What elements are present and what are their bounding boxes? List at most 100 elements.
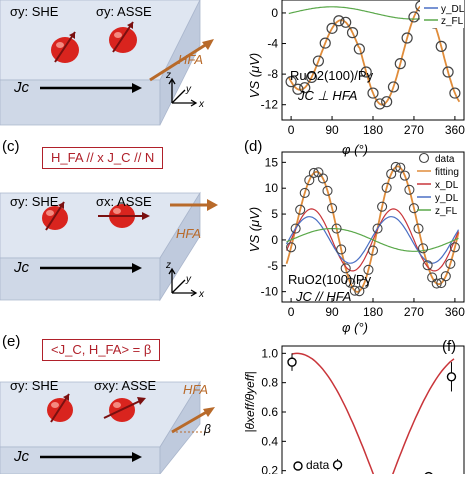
jc-label-e: Jc xyxy=(14,448,29,465)
chart-f-ytick-label: 0.8 xyxy=(261,376,278,390)
svg-text:z: z xyxy=(165,260,171,271)
chart-d-legend-marker xyxy=(418,152,430,164)
spin-ball-right-e xyxy=(103,397,146,422)
chart-d-data-point xyxy=(299,187,310,199)
panel-b-chart: 0 90 180 270 360 0 -4 -8 -12 y_DL z_FL RuO2(100)/P… xyxy=(240,0,474,162)
jc-label-a: Jc xyxy=(14,79,29,96)
chart-b-sample: RuO2(100)/Py xyxy=(290,68,374,83)
chart-d-data-point xyxy=(372,223,383,234)
chart-d-data-point xyxy=(445,258,456,269)
chart-f-ytick-label: 0.4 xyxy=(261,434,278,448)
hfa-label-a: HFA xyxy=(178,52,204,67)
chart-b-legend-label: z_FL xyxy=(441,16,464,27)
sigma-label-she-e: σy: SHE xyxy=(10,378,59,393)
chart-b-data-point xyxy=(387,81,400,93)
spin-ball-right xyxy=(109,21,137,53)
chart-d-ytick-label: 0 xyxy=(271,233,278,247)
chart-d-sample: RuO2(100)/Py xyxy=(288,272,372,287)
beta-label-e: β xyxy=(204,422,211,436)
chart-d-data-point xyxy=(377,201,388,212)
chart-d-data-point xyxy=(317,173,328,184)
chart-d-data-point xyxy=(295,204,306,215)
chart-b-ytick-label: 0 xyxy=(271,6,278,20)
spin-ball-left xyxy=(51,31,79,63)
chart-b-ytick-label: -8 xyxy=(267,67,278,81)
panel-tag-e: (e) xyxy=(2,333,21,350)
chart-d-xtick-label: 180 xyxy=(363,305,383,319)
hfa-arrow-a xyxy=(149,40,211,82)
chart-f-data-point xyxy=(332,460,343,470)
chart-d-legend-label: fitting xyxy=(435,167,459,178)
chart-d-data-point xyxy=(386,168,397,179)
chart-d-data-point xyxy=(304,175,315,186)
chart-f-ytick-label: 1.0 xyxy=(261,346,278,360)
sigma-label-she-c: σy: SHE xyxy=(10,194,59,209)
chart-d-data-point xyxy=(308,167,319,179)
chart-f-frame xyxy=(281,345,465,479)
panel-c-slab-svg: z y x xyxy=(0,191,218,302)
chart-b-data-point xyxy=(381,96,393,108)
chart-d-xtick-label: 360 xyxy=(445,305,465,319)
chart-f-data-point xyxy=(446,372,457,382)
panel-a-schematic: z y x σy: SHE σy: ASSE HFA Jc xyxy=(0,0,240,140)
chart-b-legend-bg xyxy=(420,0,464,28)
chart-b-xtick-label: 270 xyxy=(404,123,424,137)
chart-b-data-point xyxy=(312,55,325,67)
chart-d-data-point xyxy=(418,243,429,254)
chart-b-data-point xyxy=(292,83,304,95)
spin-ball-right-c xyxy=(98,204,150,228)
chart-d-data-point xyxy=(436,278,447,289)
hfa-label-e: HFA xyxy=(183,382,209,397)
svg-text:z: z xyxy=(165,70,171,81)
chart-f-legend-marker xyxy=(293,461,303,471)
chart-f-svg: 1.0 0.8 0.6 0.4 0.2 |θxeff/θyeff| xyxy=(243,345,465,479)
chart-d-ylabel: VS (μV) xyxy=(247,206,263,253)
chart-d-data-point xyxy=(399,170,410,181)
hfa-arrow-e xyxy=(171,408,211,434)
chart-d-geom: JC // HFA xyxy=(296,289,352,304)
svg-text:x: x xyxy=(198,99,205,110)
panel-tag-d: (d) xyxy=(244,138,263,155)
chart-b-data-point xyxy=(353,43,365,55)
chart-d-data-point xyxy=(331,223,342,234)
chart-d-data-point xyxy=(404,184,415,195)
chart-d-data-point xyxy=(367,245,379,256)
chart-b-data-point xyxy=(435,40,447,52)
chart-b-data-point xyxy=(333,15,345,27)
chart-d-svg: 0 90 180 270 360 15 10 5 0 -5 -10 data fitting x_DL y_… xyxy=(261,151,465,319)
sigma-label-asse-a: σy: ASSE xyxy=(96,4,152,19)
chart-b-xlabel: φ (°) xyxy=(342,142,368,157)
chart-d-data-point xyxy=(449,242,460,253)
axes-icon-c xyxy=(168,267,198,297)
chart-d-xtick-label: 90 xyxy=(325,305,339,319)
chart-d-ytick-label: -10 xyxy=(261,285,279,299)
hfa-label-c: HFA xyxy=(176,226,202,241)
chart-d-xtick-label: 0 xyxy=(288,305,295,319)
chart-d-legend-label: z_FL xyxy=(435,206,458,217)
chart-d-ytick-label: 15 xyxy=(265,155,279,169)
chart-d-data-point xyxy=(440,271,451,282)
panel-f-chart: 1.0 0.8 0.6 0.4 0.2 |θxeff/θyeff| data xyxy=(240,340,474,479)
panel-e-slab-svg xyxy=(0,380,215,476)
chart-b-data-point xyxy=(360,66,372,78)
chart-d-data-point xyxy=(408,203,419,214)
chart-b-data-point xyxy=(394,58,406,70)
chart-d-data-point xyxy=(327,203,338,214)
chart-b-data-point xyxy=(442,66,454,78)
chart-f-ylabel: |θxeff/θyeff| xyxy=(243,371,257,432)
spin-ball-left-e xyxy=(47,393,73,423)
chart-b-xtick-label: 360 xyxy=(445,123,465,137)
panel-d-chart: 0 90 180 270 360 15 10 5 0 -5 -10 data fitting x_DL y_… xyxy=(240,148,474,338)
chart-d-xlabel: φ (°) xyxy=(342,320,368,335)
sigma-label-asse-c: σx: ASSE xyxy=(96,194,152,209)
chart-d-data-point xyxy=(358,278,369,289)
chart-b-ylabel: VS (μV) xyxy=(247,52,263,99)
chart-b-ytick-label: -12 xyxy=(261,98,279,112)
condition-box-c: H_FA // x J_C // N xyxy=(42,147,164,169)
chart-d-fitting-line xyxy=(285,165,460,293)
chart-d-data-point xyxy=(336,244,347,255)
chart-d-ytick-label: 5 xyxy=(271,207,278,221)
chart-d-zfl-line xyxy=(286,228,459,252)
panel-e-schematic: σy: SHE σxy: ASSE HFA β Jc xyxy=(0,352,240,476)
chart-d-ytick-label: 10 xyxy=(265,181,279,195)
